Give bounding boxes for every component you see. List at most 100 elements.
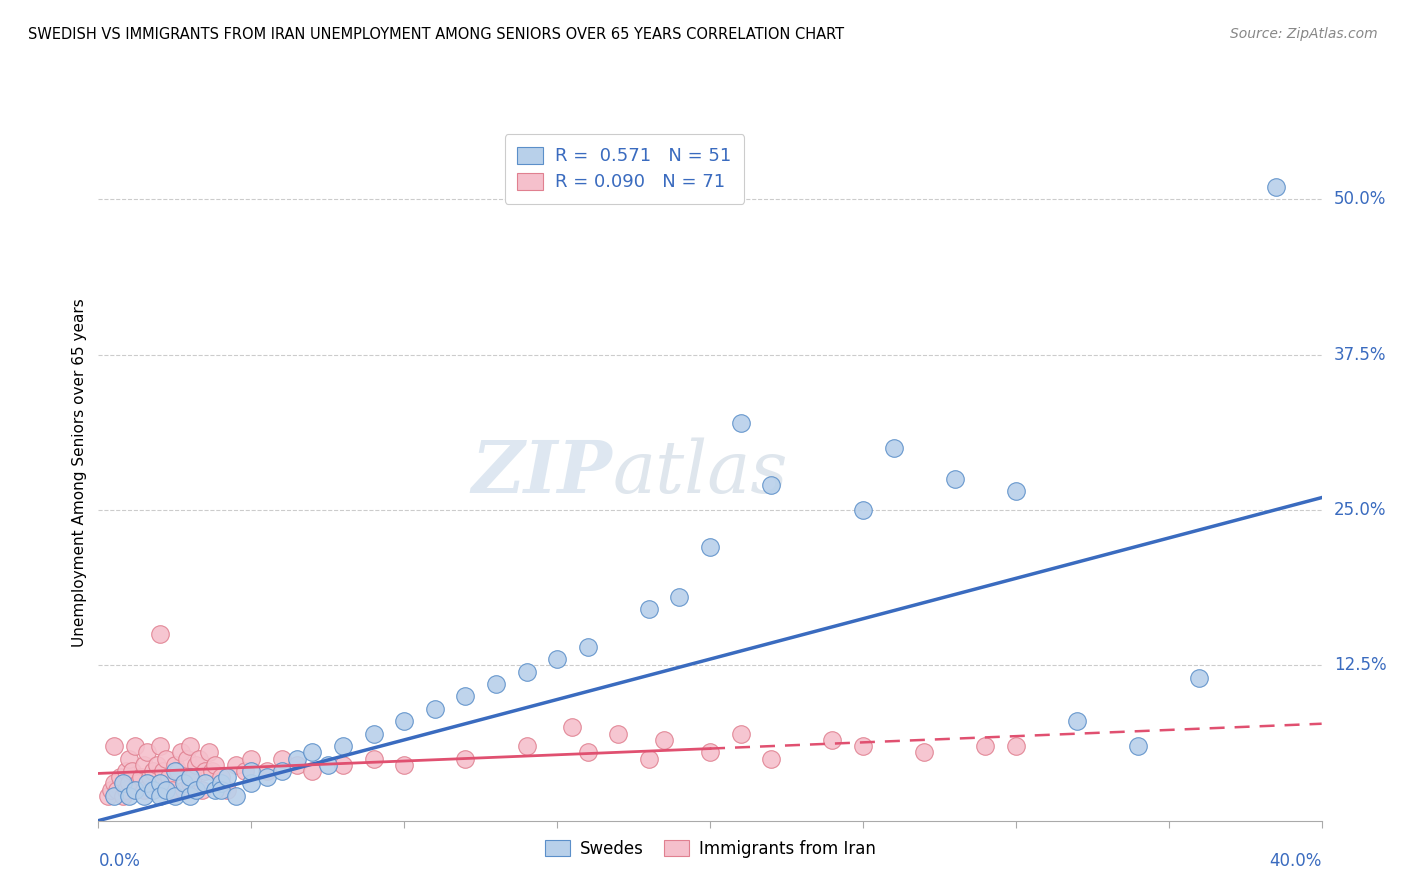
Point xyxy=(121,764,143,778)
Text: 25.0%: 25.0% xyxy=(1334,501,1386,519)
Point xyxy=(699,541,721,555)
Point xyxy=(136,745,159,759)
Point xyxy=(1004,484,1026,499)
Point xyxy=(285,751,308,765)
Text: atlas: atlas xyxy=(612,437,787,508)
Point xyxy=(200,764,222,778)
Point xyxy=(225,789,247,803)
Point xyxy=(637,751,661,765)
Point xyxy=(103,789,125,803)
Point xyxy=(145,757,167,772)
Point xyxy=(170,745,193,759)
Point xyxy=(285,757,308,772)
Point xyxy=(105,782,128,797)
Point xyxy=(332,757,354,772)
Text: 40.0%: 40.0% xyxy=(1270,852,1322,870)
Point xyxy=(186,782,208,797)
Point xyxy=(1188,671,1211,685)
Point xyxy=(149,776,172,790)
Point xyxy=(142,782,165,797)
Point xyxy=(270,764,292,778)
Point xyxy=(118,789,141,803)
Text: 12.5%: 12.5% xyxy=(1334,657,1386,674)
Legend: Swedes, Immigrants from Iran: Swedes, Immigrants from Iran xyxy=(538,833,882,864)
Point xyxy=(204,782,226,797)
Text: Source: ZipAtlas.com: Source: ZipAtlas.com xyxy=(1230,27,1378,41)
Point xyxy=(118,776,141,790)
Point xyxy=(363,751,385,765)
Point xyxy=(209,782,232,797)
Point xyxy=(176,751,198,765)
Point xyxy=(173,776,195,790)
Point xyxy=(163,757,186,772)
Point xyxy=(108,770,131,784)
Point xyxy=(233,764,256,778)
Point xyxy=(730,416,752,430)
Point xyxy=(240,776,263,790)
Point xyxy=(186,757,208,772)
Point xyxy=(204,757,226,772)
Point xyxy=(883,441,905,455)
Point xyxy=(115,782,138,797)
Point xyxy=(152,764,174,778)
Point xyxy=(546,652,568,666)
Point xyxy=(118,751,141,765)
Point xyxy=(516,739,538,753)
Point xyxy=(179,739,201,753)
Point xyxy=(136,776,159,790)
Point xyxy=(392,757,416,772)
Point xyxy=(149,627,172,641)
Point xyxy=(301,764,323,778)
Point xyxy=(173,782,195,797)
Point xyxy=(316,757,339,772)
Point xyxy=(167,764,190,778)
Text: 37.5%: 37.5% xyxy=(1334,346,1386,364)
Point xyxy=(215,770,238,784)
Point xyxy=(181,770,204,784)
Point xyxy=(115,764,138,778)
Point xyxy=(730,726,752,740)
Point xyxy=(215,782,238,797)
Point xyxy=(103,776,125,790)
Point xyxy=(127,776,149,790)
Point xyxy=(270,751,292,765)
Point xyxy=(97,789,120,803)
Point xyxy=(139,770,162,784)
Text: SWEDISH VS IMMIGRANTS FROM IRAN UNEMPLOYMENT AMONG SENIORS OVER 65 YEARS CORRELA: SWEDISH VS IMMIGRANTS FROM IRAN UNEMPLOY… xyxy=(28,27,844,42)
Point xyxy=(759,751,782,765)
Point xyxy=(209,776,232,790)
Point xyxy=(256,764,278,778)
Point xyxy=(191,782,214,797)
Point xyxy=(194,764,217,778)
Point xyxy=(124,739,146,753)
Point xyxy=(163,764,186,778)
Point xyxy=(668,590,690,604)
Text: ZIP: ZIP xyxy=(471,437,612,508)
Point xyxy=(134,782,156,797)
Point xyxy=(454,751,477,765)
Point xyxy=(852,503,875,517)
Point xyxy=(332,739,354,753)
Point xyxy=(155,782,177,797)
Point xyxy=(225,757,247,772)
Point xyxy=(561,721,583,735)
Point xyxy=(197,745,219,759)
Point xyxy=(124,782,146,797)
Point xyxy=(652,732,675,747)
Point xyxy=(256,770,278,784)
Point xyxy=(943,472,966,486)
Y-axis label: Unemployment Among Seniors over 65 years: Unemployment Among Seniors over 65 years xyxy=(72,299,87,647)
Point xyxy=(454,690,477,704)
Point xyxy=(209,770,232,784)
Point xyxy=(576,745,599,759)
Point xyxy=(155,751,177,765)
Point xyxy=(637,602,661,616)
Point xyxy=(179,770,201,784)
Point xyxy=(188,751,211,765)
Point xyxy=(179,776,201,790)
Point xyxy=(129,770,152,784)
Point xyxy=(852,739,875,753)
Point xyxy=(974,739,997,753)
Text: 0.0%: 0.0% xyxy=(98,852,141,870)
Point xyxy=(240,751,263,765)
